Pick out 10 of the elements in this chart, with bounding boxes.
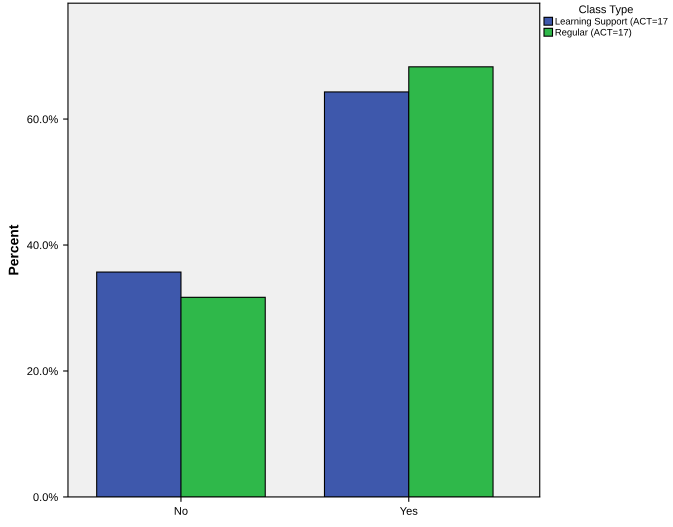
y-tick-label: 20.0% — [27, 367, 58, 376]
x-tick-label: Yes — [400, 507, 418, 515]
y-axis-title: Percent — [8, 224, 18, 275]
legend-title: Class Type — [579, 5, 633, 16]
y-tick-label: 40.0% — [27, 241, 58, 250]
y-tick-label: 0.0% — [33, 493, 58, 502]
y-tick-label: 60.0% — [27, 115, 58, 124]
legend-label: Regular (ACT=17) — [556, 28, 632, 38]
legend-label: Learning Support (ACT=17 — [556, 18, 668, 26]
x-tick-label: No — [174, 507, 188, 515]
